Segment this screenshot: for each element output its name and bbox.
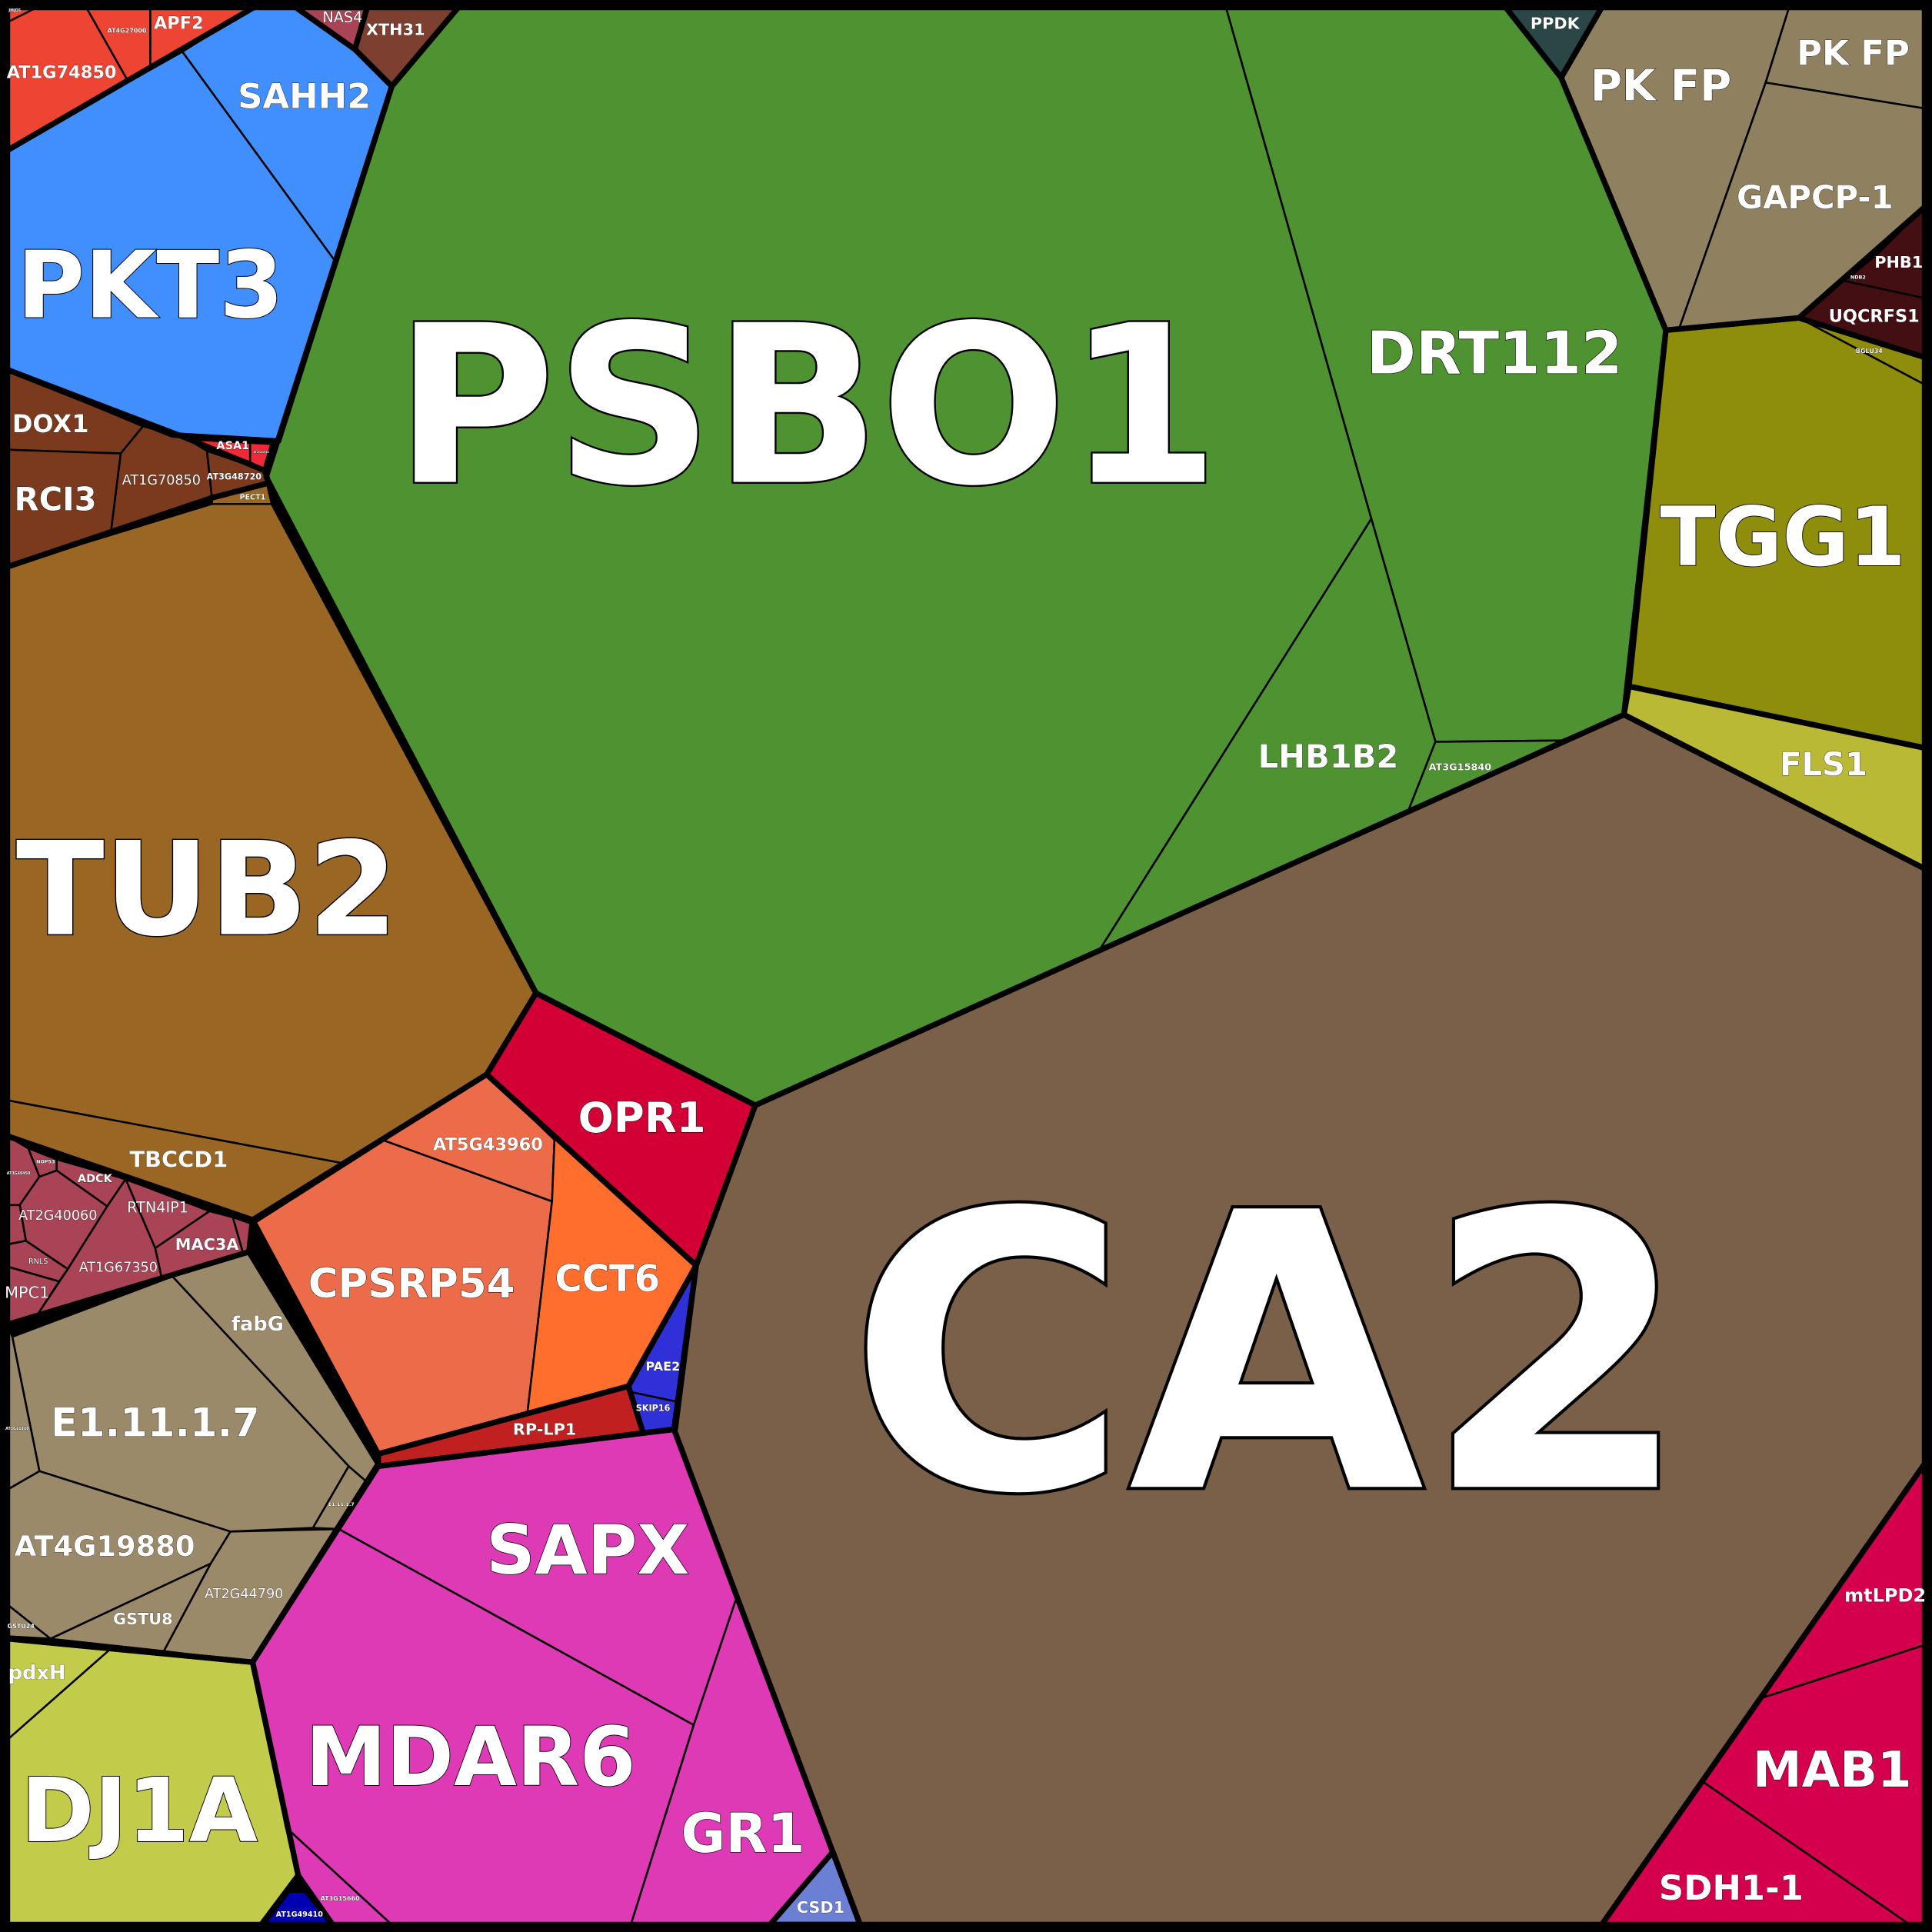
cell-label-at3g60450: AT3G60450: [7, 1171, 31, 1176]
cell-label-opr1: OPR1: [578, 1093, 706, 1142]
cell-label-sahh2: SAHH2: [238, 75, 371, 116]
cell-label-lhb1b2: LHB1B2: [1258, 738, 1399, 775]
cell-label-cct6: CCT6: [555, 1257, 660, 1301]
cell-label-at1g70850: AT1G70850: [122, 473, 201, 488]
cell-label-gstu24: GSTU24: [8, 1623, 35, 1630]
cell-label-at4g27000: AT4G27000: [108, 28, 147, 35]
cell-label-mac3a: MAC3A: [175, 1235, 239, 1254]
cell-label-at3g48720: AT3G48720: [207, 471, 262, 481]
cell-label-gr1: GR1: [681, 1802, 804, 1865]
cell-label-at2g44790: AT2G44790: [205, 1587, 283, 1602]
cell-label-pkfp2: PK FP: [1797, 32, 1910, 73]
cell-label-rtn4ip1: RTN4IP1: [127, 1199, 188, 1217]
cell-label-sapx: SAPX: [486, 1511, 689, 1590]
cell-label-tgg1: TGG1: [1661, 490, 1906, 585]
group-opr1-outline: [484, 990, 758, 1268]
cell-label-e11117: E1.11.1.7: [51, 1400, 260, 1446]
cell-label-skip16: SKIP16: [636, 1404, 671, 1414]
cell-label-nas4: NAS4: [322, 8, 362, 26]
cell-label-dox1: DOX1: [12, 409, 89, 438]
cell-label-fls1: FLS1: [1780, 745, 1867, 783]
cell-label-at1g74850: AT1G74850: [7, 63, 117, 83]
cell-label-mdar6: MDAR6: [305, 1710, 636, 1804]
cell-label-e11117_small: E1.11.1.7: [328, 1501, 355, 1507]
cell-label-cpsrp54: CPSRP54: [308, 1261, 515, 1307]
cell-label-csd1: CSD1: [797, 1898, 844, 1917]
cell-label-pdxh: pdxH: [8, 1662, 66, 1685]
cell-label-dj1a: DJ1A: [21, 1760, 258, 1863]
cell-label-ppdk: PPDK: [1531, 14, 1581, 32]
cell-label-mab1: MAB1: [1753, 1742, 1912, 1799]
cell-label-apf2: APF2: [154, 13, 204, 33]
cell-label-adck: ADCK: [78, 1173, 113, 1185]
cell-label-sdh1: SDH1-1: [1659, 1867, 1804, 1908]
cell-label-jmjd5: JMJD5: [8, 8, 21, 13]
cell-label-tbccd1: TBCCD1: [129, 1147, 228, 1173]
cell-label-rplp1: RP-LP1: [513, 1420, 577, 1438]
cell-label-at5g43960: AT5G43960: [433, 1134, 543, 1154]
cell-label-drt112: DRT112: [1367, 319, 1622, 388]
cell-label-at1g49410: AT1G49410: [276, 1910, 324, 1919]
cell-label-nop53: NOP53: [36, 1159, 55, 1165]
cell-label-xth31: XTH31: [366, 20, 425, 38]
cell-label-gstu8: GSTU8: [113, 1610, 173, 1628]
cell-label-ca2: CA2: [848, 1133, 1690, 1577]
cell-label-mpc1: MPC1: [5, 1284, 49, 1302]
cell-label-ndb2: NDB2: [1850, 274, 1866, 280]
cell-label-pae2: PAE2: [646, 1359, 681, 1374]
cell-label-bglu34: BGLU34: [1856, 348, 1884, 355]
cell-label-fabg: fabG: [232, 1313, 284, 1336]
cell-label-pkfp1: PK FP: [1591, 62, 1731, 112]
cell-label-at1g67350: AT1G67350: [79, 1261, 158, 1276]
cell-label-uqcrfs1: UQCRFS1: [1829, 307, 1920, 327]
cell-label-phb1: PHB1: [1874, 253, 1923, 271]
cell-label-psbo1: PSBO1: [395, 279, 1220, 535]
cell-label-pect1: PECT1: [239, 494, 265, 502]
cell-label-asa_small: AT2G41040: [253, 451, 269, 454]
cell-label-tan_left: AT3G11110: [5, 1427, 29, 1431]
cell-label-tub2: TUB2: [16, 814, 398, 965]
cell-label-at3g15840: AT3G15840: [1429, 762, 1492, 774]
cell-label-asa1: ASA1: [216, 440, 249, 452]
cell-label-at2g40060: AT2G40060: [18, 1208, 97, 1224]
cell-label-mtlpd2: mtLPD2: [1844, 1585, 1926, 1607]
cell-label-gapcp1: GAPCP-1: [1737, 178, 1894, 216]
cell-label-rnls: RNLS: [28, 1257, 48, 1266]
cell-label-at3g15660: AT3G15660: [321, 1895, 360, 1902]
group-pae2-outline: [625, 1262, 699, 1436]
cell-label-pkt3: PKT3: [17, 232, 284, 340]
cell-label-at4g19880: AT4G19880: [15, 1530, 195, 1563]
cell-label-rci3: RCI3: [15, 480, 97, 518]
